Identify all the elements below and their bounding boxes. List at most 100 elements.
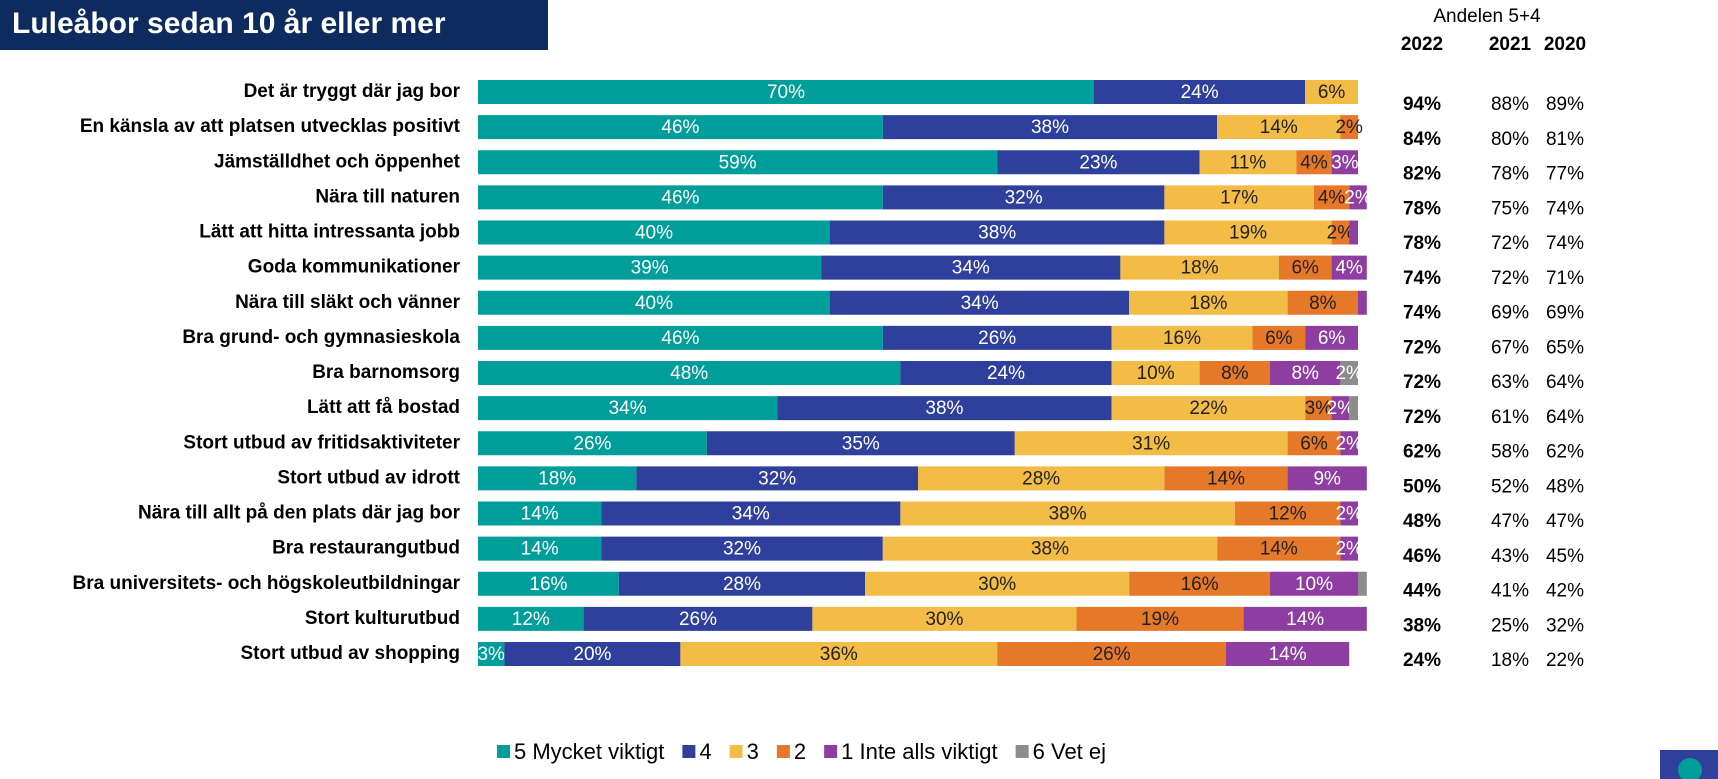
bar-segment <box>997 642 1226 666</box>
bar-segment <box>830 290 1130 315</box>
bar-segment <box>1164 185 1314 210</box>
bar-segment <box>1234 501 1341 526</box>
table-cell: 78% <box>1403 233 1441 254</box>
table-title: Andelen 5+4 <box>1433 6 1541 27</box>
data-label: 38% <box>978 223 1016 244</box>
bar-segment <box>1340 501 1358 526</box>
data-label: 18% <box>538 468 576 489</box>
bar-segment <box>478 185 883 210</box>
bar-segment <box>478 361 901 385</box>
table-cell: 77% <box>1546 164 1584 185</box>
data-label: 46% <box>661 187 699 208</box>
bar-segment <box>1226 642 1350 666</box>
data-label: 2% <box>1335 117 1363 138</box>
legend-label: 6 Vet ej <box>1033 739 1106 764</box>
bar-segment <box>478 150 998 175</box>
table-cell: 65% <box>1546 337 1584 358</box>
legend-label: 2 <box>794 739 806 764</box>
table-cell: 41% <box>1491 581 1529 602</box>
data-label: 32% <box>723 539 761 560</box>
table-cell: 58% <box>1491 442 1529 463</box>
table-cell: 43% <box>1491 546 1529 567</box>
bar-segment <box>1340 115 1358 140</box>
bar-segment <box>1243 606 1367 631</box>
bar-segment <box>1217 115 1341 140</box>
data-label: 26% <box>1093 644 1131 665</box>
bar-segment <box>478 606 584 631</box>
table-cell: 42% <box>1546 581 1584 602</box>
table-cell: 74% <box>1403 303 1441 324</box>
data-label: 14% <box>1260 539 1298 560</box>
legend-swatch <box>824 745 838 758</box>
data-label: 38% <box>925 398 963 419</box>
category-label: Bra universitets- och högskoleutbildning… <box>73 573 461 594</box>
data-label: 2% <box>1327 398 1355 419</box>
bar-segment <box>1349 396 1358 421</box>
table-cell: 61% <box>1491 407 1529 428</box>
table-cell: 52% <box>1491 476 1529 497</box>
data-label: 23% <box>1079 152 1117 173</box>
bar-segment <box>1305 325 1358 350</box>
table-cell: 67% <box>1491 337 1529 358</box>
table-cell: 78% <box>1491 164 1529 185</box>
table-cell: 32% <box>1546 615 1584 636</box>
bar-segment <box>865 571 1130 596</box>
category-label: Nära till naturen <box>315 186 460 207</box>
data-label: 2% <box>1335 363 1363 384</box>
bar-segment <box>1340 431 1358 456</box>
data-label: 14% <box>521 539 559 560</box>
table-cell: 89% <box>1546 94 1584 115</box>
bar-segment <box>1164 220 1332 245</box>
table-cell: 47% <box>1491 511 1529 532</box>
data-label: 38% <box>1031 539 1069 560</box>
bar-segment <box>478 80 1094 104</box>
bar-segment <box>1331 255 1367 280</box>
category-label: Lätt att hitta intressanta jobb <box>199 222 460 243</box>
data-label: 20% <box>573 644 611 665</box>
bar-segment <box>478 536 602 561</box>
table-cell: 72% <box>1491 233 1529 254</box>
table-cell: 94% <box>1403 94 1441 115</box>
data-label: 6% <box>1265 328 1293 349</box>
data-label: 3% <box>1331 152 1359 173</box>
data-label: 2% <box>1335 504 1363 525</box>
data-label: 34% <box>609 398 647 419</box>
table-cell: 62% <box>1546 442 1584 463</box>
bar-segment <box>997 150 1200 175</box>
data-label: 8% <box>1291 363 1319 384</box>
table-cell: 24% <box>1403 650 1441 671</box>
bar-segment <box>1296 150 1332 175</box>
bar-segment <box>1349 185 1367 210</box>
bar-segment <box>812 606 1077 631</box>
legend-swatch <box>776 745 790 758</box>
bar-segment <box>918 466 1165 491</box>
table-cell: 75% <box>1491 198 1529 219</box>
data-label: 31% <box>1132 433 1170 454</box>
table-cell: 48% <box>1403 511 1441 532</box>
bar-segment <box>882 115 1218 140</box>
bar-segment <box>478 325 883 350</box>
data-label: 12% <box>1269 504 1307 525</box>
table-cell: 63% <box>1491 372 1529 393</box>
bar-segment <box>1305 80 1358 104</box>
bar-segment <box>478 220 830 245</box>
table-cell: 72% <box>1403 372 1441 393</box>
data-label: 46% <box>661 328 699 349</box>
data-label: 6% <box>1318 82 1346 103</box>
bar-segment <box>882 185 1165 210</box>
data-label: 46% <box>661 117 699 138</box>
table-cell: 88% <box>1491 94 1529 115</box>
table-cell: 18% <box>1491 650 1529 671</box>
category-label: Stort utbud av shopping <box>240 643 460 664</box>
data-label: 10% <box>1137 363 1175 384</box>
table-header: 2021 <box>1489 34 1532 55</box>
bar-segment <box>478 642 505 666</box>
bar-segment <box>821 255 1121 280</box>
bar-segment <box>618 571 866 596</box>
table-cell: 47% <box>1546 511 1584 532</box>
data-label: 2% <box>1335 433 1363 454</box>
bar-segment <box>478 290 830 315</box>
bar-segment <box>1278 255 1332 280</box>
data-label: 8% <box>1309 293 1337 314</box>
